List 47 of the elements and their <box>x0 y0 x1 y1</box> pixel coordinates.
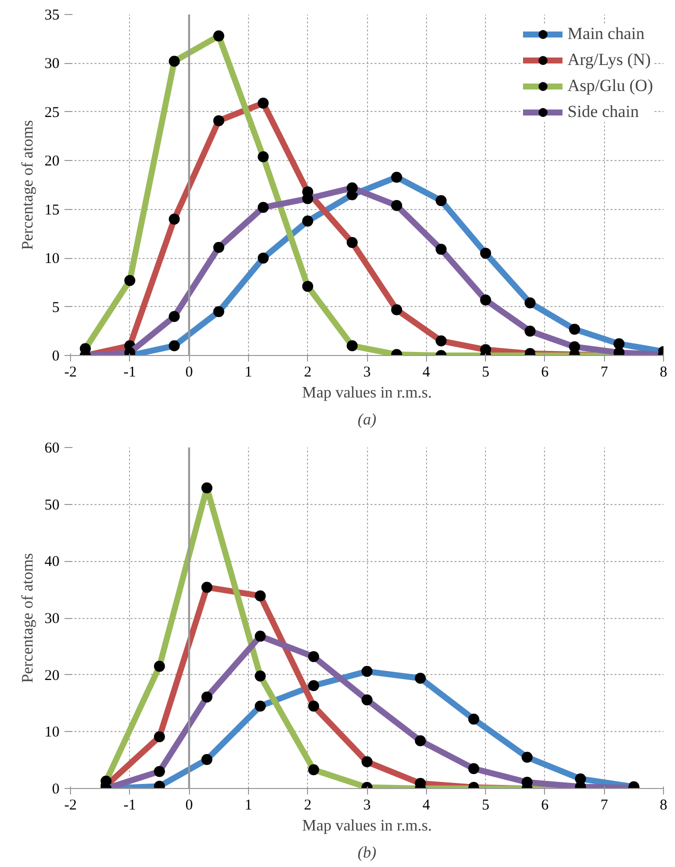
x-tick-label: -1 <box>124 364 136 380</box>
legend-label: Asp/Glu (O) <box>568 76 653 96</box>
y-tick-label: 35 <box>44 8 60 24</box>
y-tick-label: 15 <box>44 202 60 218</box>
y-tick-label: 0 <box>52 782 60 798</box>
legend-label: Side chain <box>568 102 639 122</box>
text: (b) <box>358 844 376 862</box>
y-tick-label: 60 <box>44 440 60 456</box>
x-tick-label: 0 <box>185 798 193 814</box>
x-tick-label: 5 <box>482 798 490 814</box>
x-tick-label: -2 <box>64 798 77 814</box>
x-tick-label: 7 <box>600 798 608 814</box>
x-tick-label: 8 <box>660 364 668 380</box>
x-tick-label: 4 <box>422 364 431 380</box>
y-tick-label: 0 <box>52 348 60 364</box>
y-tick-label: 30 <box>44 611 60 627</box>
x-tick-label: 6 <box>541 798 550 814</box>
y-tick-label: 25 <box>44 104 60 121</box>
x-tick-label: 7 <box>600 364 608 380</box>
x-tick-label: 1 <box>244 364 252 380</box>
y-axis-title: Percentage of atoms <box>20 553 36 683</box>
x-tick-label: 2 <box>304 798 312 814</box>
y-tick-label: 40 <box>44 554 60 570</box>
x-axis-title: Map values in r.m.s. <box>302 384 432 402</box>
x-tick-label: 3 <box>363 364 371 380</box>
legend-label: Arg/Lys (N) <box>568 50 651 70</box>
x-tick-label: 2 <box>304 364 312 380</box>
x-tick-label: 6 <box>541 364 550 380</box>
x-tick-label: 0 <box>185 364 193 380</box>
x-tick-label: 3 <box>363 798 371 814</box>
x-tick-label: 4 <box>422 798 431 814</box>
y-axis-title: Percentage of atoms <box>20 120 36 250</box>
y-tick-label: 50 <box>44 497 60 514</box>
x-tick-label: -1 <box>124 798 136 814</box>
y-tick-label: 5 <box>52 300 60 316</box>
y-tick-label: 10 <box>44 724 60 741</box>
text: (a) <box>358 412 376 428</box>
legend-label: Main chain <box>568 24 644 44</box>
x-tick-label: 1 <box>244 798 252 814</box>
x-tick-label: 5 <box>482 364 490 380</box>
x-tick-label: -2 <box>64 364 77 380</box>
y-tick-label: 20 <box>44 154 60 170</box>
x-tick-label: 8 <box>660 798 668 814</box>
y-tick-label: 10 <box>44 251 60 268</box>
y-tick-label: 20 <box>44 668 60 684</box>
y-tick-label: 30 <box>44 56 60 72</box>
x-axis-title: Map values in r.m.s. <box>302 818 432 834</box>
